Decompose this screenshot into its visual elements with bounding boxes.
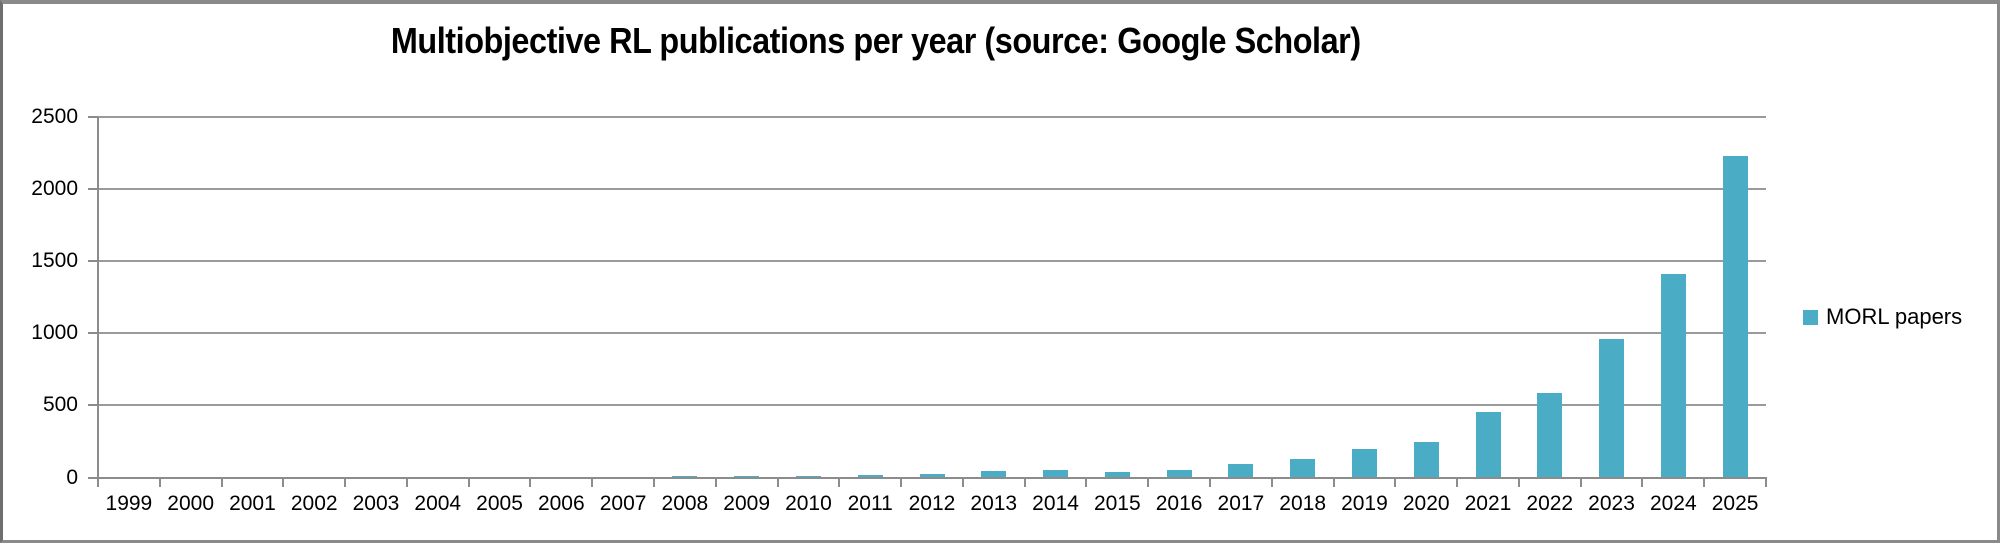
x-tick-26 (1703, 478, 1706, 487)
legend: MORL papers (1803, 302, 1962, 332)
x-tick-13 (900, 478, 903, 487)
x-tick-label-2021: 2021 (1464, 492, 1512, 515)
x-tick-label-2010: 2010 (785, 492, 832, 515)
x-tick-11 (776, 478, 779, 487)
x-tick-label-2022: 2022 (1526, 492, 1574, 515)
x-tick-label-2003: 2003 (352, 492, 400, 515)
bar-2009 (734, 476, 760, 478)
bar-2018 (1290, 459, 1316, 478)
y-tick-500 (88, 404, 98, 407)
x-tick-label-2001: 2001 (229, 492, 276, 515)
x-tick-8 (591, 478, 594, 487)
x-tick-10 (714, 478, 717, 487)
x-tick-label-2017: 2017 (1217, 492, 1265, 515)
bar-2021 (1475, 411, 1501, 478)
x-tick-label-2015: 2015 (1093, 492, 1141, 515)
bar-2014 (1043, 470, 1069, 478)
legend-swatch-icon (1803, 309, 1818, 325)
x-tick-label-2006: 2006 (537, 492, 585, 515)
x-tick-label-2012: 2012 (908, 492, 956, 515)
y-tick-label-2500: 2500 (31, 105, 78, 128)
x-tick-3 (282, 478, 285, 487)
bar-2011 (857, 474, 883, 478)
gridline-1500 (98, 260, 1766, 263)
bar-2024 (1660, 274, 1686, 478)
x-tick-27 (1765, 478, 1767, 487)
y-tick-label-1500: 1500 (31, 249, 78, 273)
x-tick-2 (220, 478, 223, 487)
x-tick-23 (1517, 478, 1520, 487)
x-tick-label-2011: 2011 (847, 492, 893, 515)
x-tick-14 (961, 478, 964, 487)
x-tick-19 (1270, 478, 1273, 487)
legend-label: MORL papers (1826, 304, 1963, 329)
y-tick-label-2000: 2000 (31, 177, 78, 201)
x-tick-label-2014: 2014 (1032, 492, 1079, 515)
x-tick-label-2020: 2020 (1402, 492, 1450, 515)
gridline-1000 (98, 332, 1766, 335)
y-tick-label-500: 500 (42, 393, 78, 417)
x-tick-16 (1085, 478, 1088, 487)
x-axis-line (97, 476, 1767, 479)
x-tick-label-2025: 2025 (1711, 492, 1759, 515)
x-tick-label-2009: 2009 (723, 492, 770, 515)
x-tick-9 (653, 478, 655, 487)
x-tick-25 (1641, 478, 1644, 487)
gridline-500 (98, 404, 1766, 407)
y-tick-2000 (88, 188, 98, 191)
x-tick-label-2013: 2013 (970, 492, 1018, 515)
x-tick-12 (838, 478, 841, 487)
x-tick-label-1999: 1999 (105, 492, 153, 515)
y-tick-label-0: 0 (66, 465, 78, 489)
y-tick-1000 (88, 332, 98, 335)
x-tick-18 (1209, 478, 1211, 487)
x-tick-24 (1579, 478, 1582, 487)
x-tick-4 (344, 478, 347, 487)
y-axis-line (97, 117, 99, 478)
x-tick-21 (1394, 478, 1397, 487)
y-tick-2500 (88, 116, 98, 118)
x-tick-7 (529, 478, 532, 487)
bar-2017 (1228, 463, 1254, 478)
bar-2010 (795, 475, 821, 478)
x-tick-label-2019: 2019 (1341, 492, 1388, 515)
y-tick-1500 (88, 260, 98, 263)
bar-2023 (1599, 339, 1625, 478)
y-tick-0 (88, 476, 98, 479)
bar-2013 (981, 471, 1007, 478)
x-tick-label-2007: 2007 (599, 492, 647, 515)
x-tick-label-2002: 2002 (290, 492, 338, 515)
y-tick-label-1000: 1000 (31, 321, 78, 345)
x-tick-label-2023: 2023 (1588, 492, 1635, 515)
gridline-2000 (98, 188, 1766, 191)
x-tick-label-2016: 2016 (1155, 492, 1203, 515)
bar-2022 (1537, 393, 1563, 478)
x-tick-label-2018: 2018 (1279, 492, 1326, 515)
x-tick-label-2024: 2024 (1649, 492, 1697, 515)
bar-2015 (1104, 471, 1130, 478)
chart-title: Multiobjective RL publications per year … (3, 20, 1748, 62)
x-tick-label-2004: 2004 (414, 492, 462, 515)
bar-2025 (1722, 155, 1748, 478)
x-tick-15 (1023, 478, 1026, 487)
bar-2019 (1351, 449, 1377, 478)
bar-2008 (672, 476, 698, 478)
bar-2020 (1413, 442, 1439, 478)
x-tick-label-2005: 2005 (476, 492, 523, 515)
x-tick-0 (97, 478, 99, 487)
gridline-2500 (98, 116, 1766, 118)
x-tick-6 (467, 478, 470, 487)
x-tick-17 (1147, 478, 1150, 487)
bar-2016 (1166, 469, 1192, 478)
x-tick-20 (1332, 478, 1335, 487)
x-tick-5 (405, 478, 408, 487)
chart-title-text: Multiobjective RL publications per year … (390, 20, 1361, 61)
bar-2012 (919, 473, 945, 478)
x-tick-22 (1456, 478, 1459, 487)
x-tick-label-2000: 2000 (167, 492, 214, 515)
x-tick-1 (158, 478, 161, 487)
x-tick-label-2008: 2008 (661, 492, 709, 515)
